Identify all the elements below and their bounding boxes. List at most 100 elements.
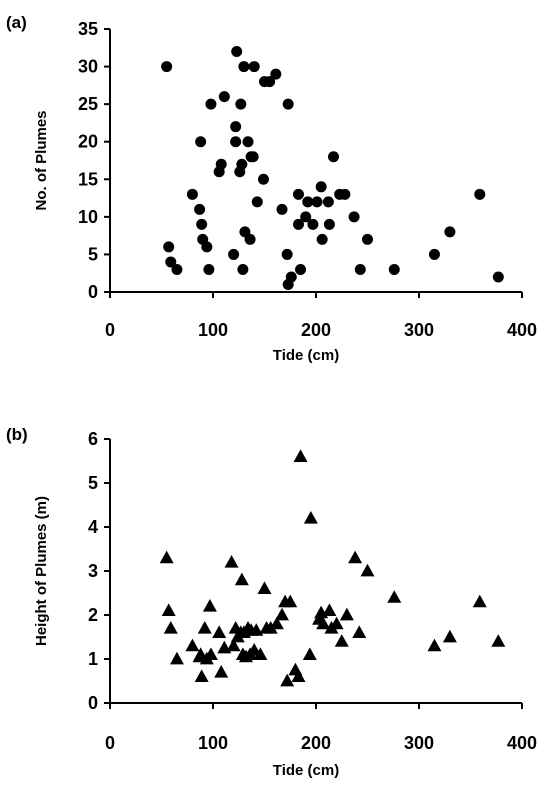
data-point xyxy=(334,634,349,647)
panel-a-y-tick-label: 35 xyxy=(78,19,98,39)
data-point xyxy=(492,271,504,283)
data-point xyxy=(348,211,360,223)
data-point xyxy=(329,616,344,630)
data-point xyxy=(316,233,328,245)
data-point xyxy=(236,158,248,170)
data-point xyxy=(307,218,319,230)
data-point xyxy=(311,196,323,208)
panel-b-x-tick-label: 300 xyxy=(404,733,434,753)
data-point xyxy=(242,136,254,148)
data-point xyxy=(302,647,317,660)
panel-a-y-tick-label: 10 xyxy=(78,207,98,227)
data-point xyxy=(328,151,340,163)
data-point xyxy=(226,638,241,652)
data-point xyxy=(300,211,312,223)
panel-a-x-tick-label: 400 xyxy=(507,320,537,340)
data-point xyxy=(224,555,239,568)
data-point xyxy=(163,621,178,634)
panel-a-label: (a) xyxy=(6,13,27,32)
data-point xyxy=(428,248,440,260)
data-point xyxy=(234,572,249,586)
data-point xyxy=(275,607,290,621)
data-point xyxy=(203,647,218,660)
panel-a-x-tick-label: 100 xyxy=(198,320,228,340)
data-point xyxy=(197,621,212,634)
panel-b-chart: (b) 0 1 2 3 4 5 6 0 100 200 300 400 Tide (cm) Height o… xyxy=(6,425,537,779)
panel-b-x-axis-title: Tide (cm) xyxy=(273,762,339,779)
panel-a-y-axis-title: No. of Plumes xyxy=(33,110,50,210)
data-point xyxy=(228,248,240,260)
panel-b-x-tick-label: 0 xyxy=(105,733,115,753)
data-point xyxy=(214,665,229,678)
panel-a-x-tick-label: 200 xyxy=(301,320,331,340)
panel-b-y-axis-title: Height of Plumes (m) xyxy=(33,496,50,646)
data-point xyxy=(339,188,351,200)
data-point xyxy=(362,233,373,245)
data-point xyxy=(230,136,242,148)
data-point xyxy=(322,196,334,208)
data-point xyxy=(231,46,243,58)
data-point xyxy=(165,256,177,268)
data-point xyxy=(291,669,306,682)
panel-b-y-tick-label: 2 xyxy=(88,605,98,625)
data-point xyxy=(218,91,230,103)
data-point xyxy=(285,271,297,283)
panel-a-y-tick-label: 15 xyxy=(78,169,98,189)
data-point xyxy=(322,603,337,616)
data-point xyxy=(352,625,367,638)
data-point xyxy=(203,263,215,275)
panel-b-y-tick-label: 5 xyxy=(88,473,98,493)
data-point xyxy=(293,449,308,462)
data-point xyxy=(280,673,295,687)
panel-a-y-tick-label: 20 xyxy=(78,132,98,152)
data-point xyxy=(295,263,307,275)
data-point xyxy=(215,158,227,170)
data-point xyxy=(283,594,298,608)
data-point xyxy=(442,629,457,643)
data-point xyxy=(205,98,217,110)
data-point xyxy=(270,68,282,80)
panel-b-x-tick-label: 400 xyxy=(507,733,537,753)
data-point xyxy=(315,181,327,193)
data-point xyxy=(238,61,250,73)
data-point xyxy=(171,263,183,275)
data-point xyxy=(316,616,331,630)
data-point xyxy=(237,263,249,275)
data-point xyxy=(323,218,335,230)
data-point xyxy=(257,173,269,185)
data-point xyxy=(387,590,402,603)
data-point xyxy=(161,61,173,73)
panel-a-x-tick-label: 300 xyxy=(404,320,434,340)
panel-b-y-tick-label: 4 xyxy=(88,517,98,537)
data-point xyxy=(235,98,247,110)
panel-a-y-tick-label: 5 xyxy=(88,244,98,264)
data-point xyxy=(444,226,456,238)
data-point xyxy=(348,550,363,564)
panel-a-x-axis-title: Tide (cm) xyxy=(273,347,339,364)
data-point xyxy=(281,248,293,260)
data-point xyxy=(339,607,354,621)
panel-b-y-tick-label: 6 xyxy=(88,429,98,449)
data-point xyxy=(195,136,207,148)
data-point xyxy=(276,203,288,215)
data-point xyxy=(247,151,259,163)
data-point xyxy=(230,121,242,133)
data-point xyxy=(194,203,206,215)
panel-a-chart: (a) 0 5 10 15 20 25 30 35 0 100 200 300 400 Tide (cm) N… xyxy=(6,13,537,364)
data-point xyxy=(269,616,284,630)
data-point xyxy=(163,241,175,253)
data-point xyxy=(360,563,375,577)
data-point xyxy=(257,581,272,594)
data-point xyxy=(201,241,213,253)
data-point xyxy=(472,594,487,608)
data-point xyxy=(212,625,227,638)
panel-b-label: (b) xyxy=(6,425,28,444)
data-point xyxy=(282,98,294,110)
data-point xyxy=(196,218,208,230)
data-point xyxy=(244,233,256,245)
panel-b-y-tick-label: 0 xyxy=(88,693,98,713)
panel-b-y-tick-label: 3 xyxy=(88,561,98,581)
data-point xyxy=(474,188,486,200)
data-point xyxy=(302,196,314,208)
